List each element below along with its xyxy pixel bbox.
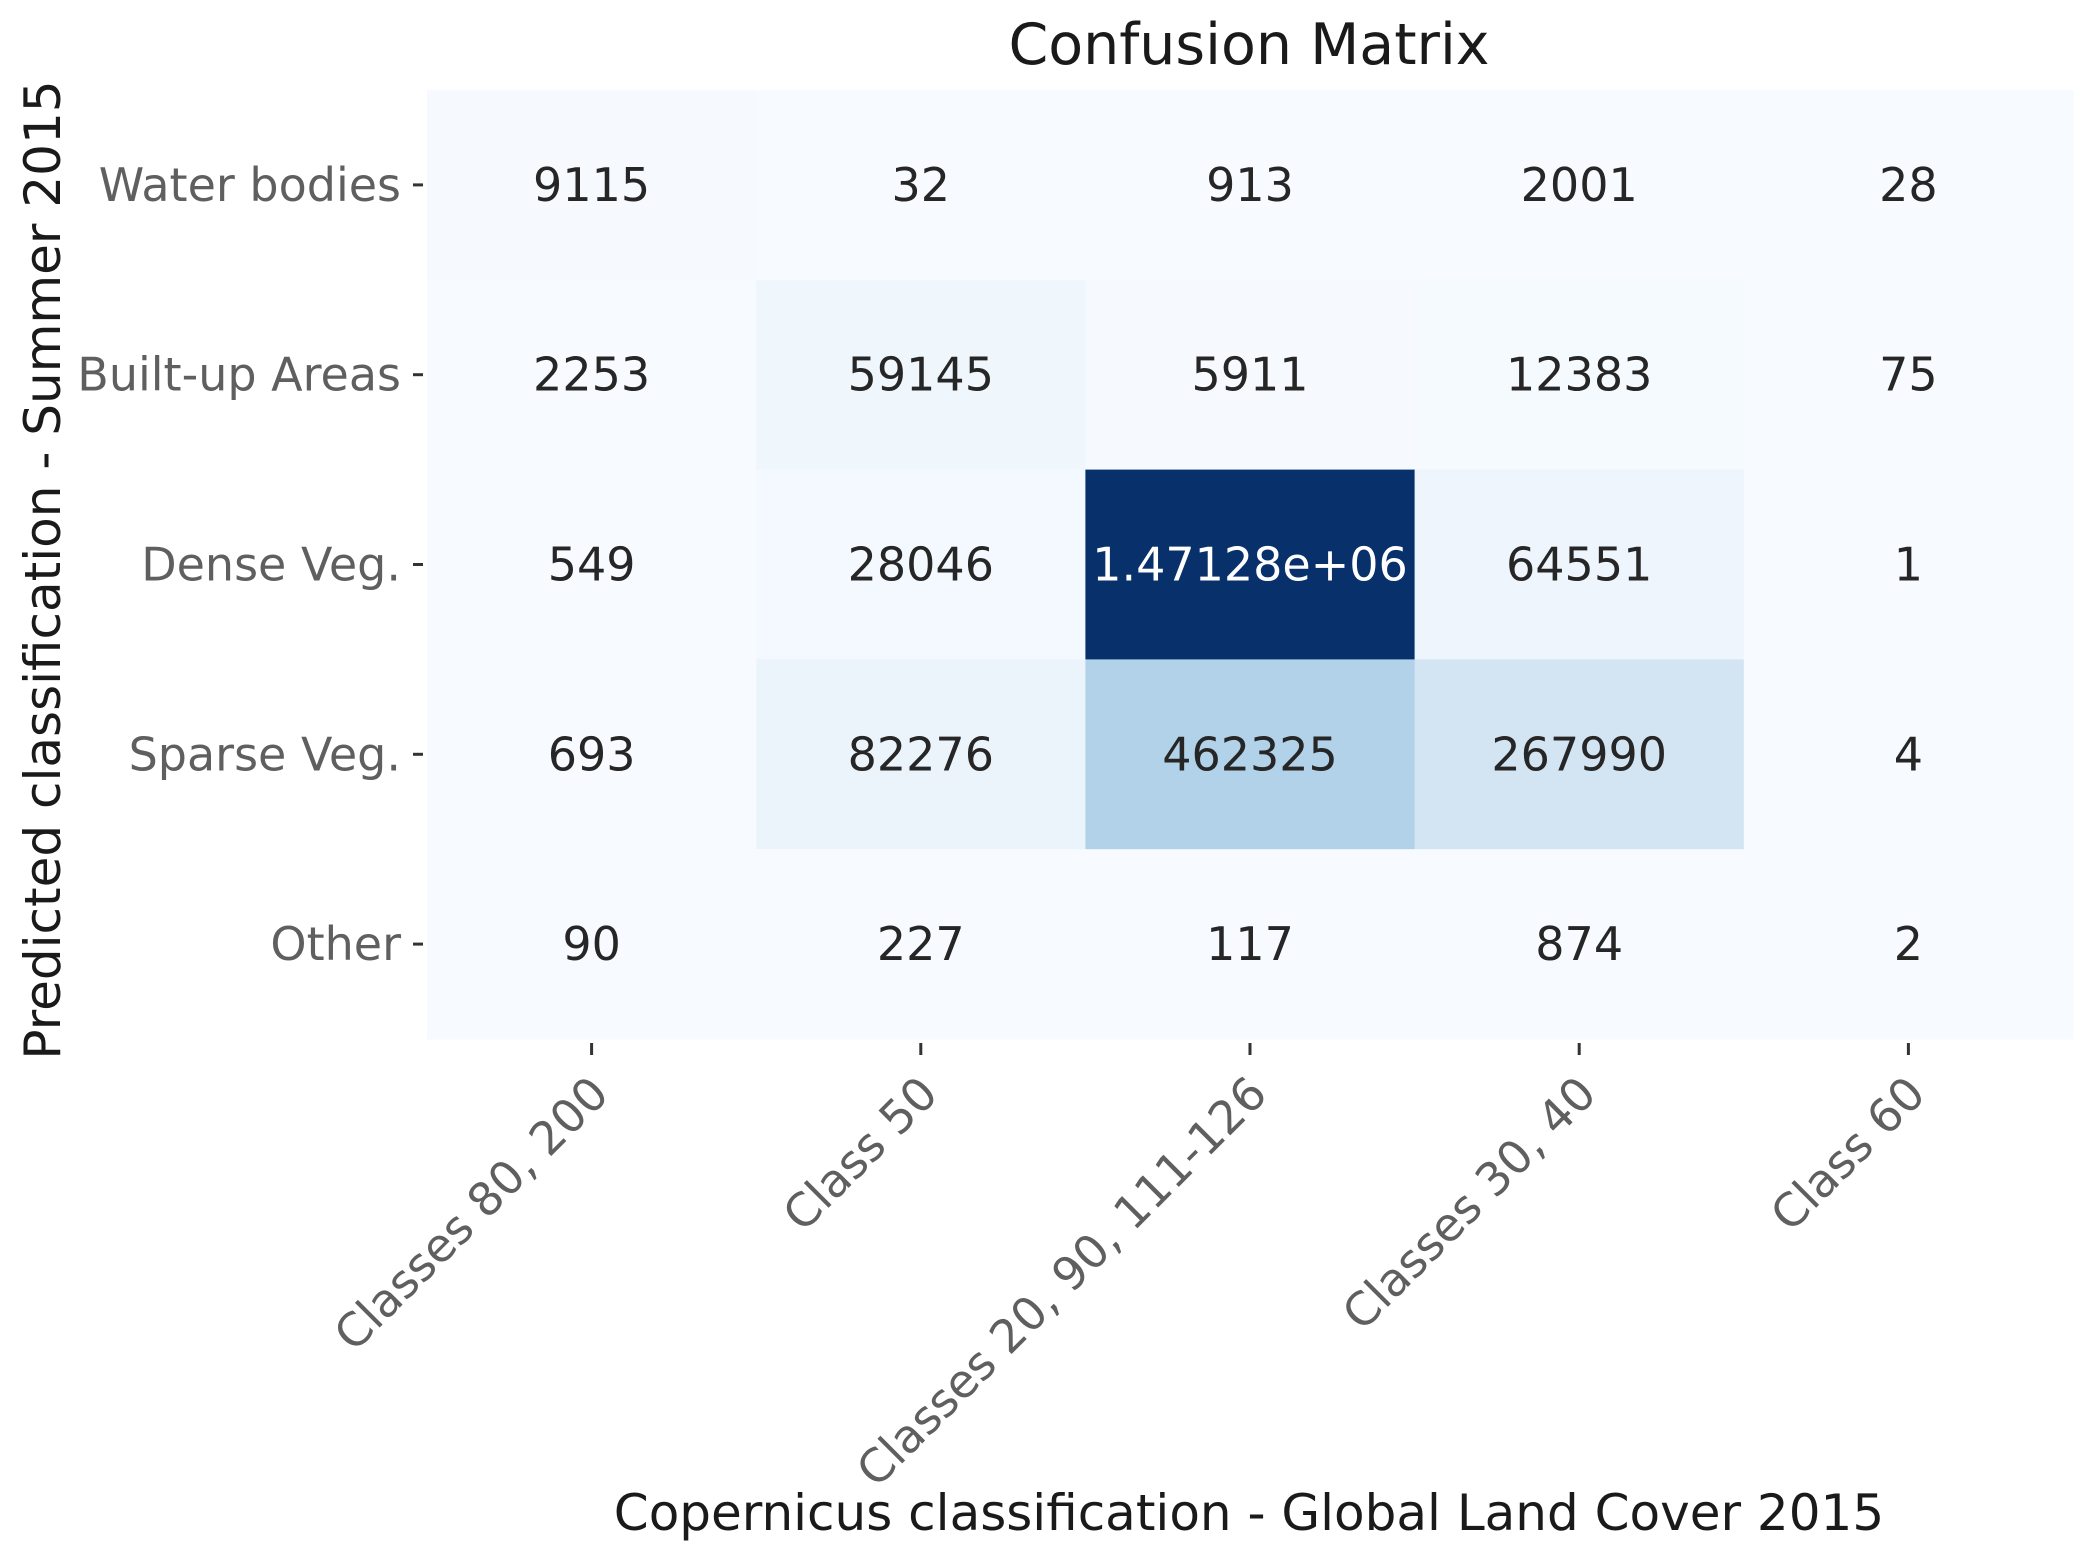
- y-tick-label: Built-up Areas: [77, 348, 401, 402]
- cell-value-label: 267990: [1491, 727, 1667, 781]
- heatmap-cell: [1743, 659, 2074, 850]
- heatmap-cell: [427, 279, 757, 471]
- heatmap-cell: [1743, 849, 2074, 1040]
- x-tick-label: Class 60: [1760, 1066, 1935, 1241]
- heatmap-cell: [756, 279, 1086, 471]
- heatmap-cell: [1414, 279, 1745, 471]
- heatmap-cell: [756, 469, 1086, 660]
- x-tick-label: Classes 80, 200: [323, 1066, 618, 1361]
- cell-value-label: 1.47128e+06: [1092, 538, 1408, 592]
- heatmap-cell: [427, 90, 757, 281]
- heatmap-cell: [1085, 849, 1416, 1040]
- heatmap-cell: [1085, 279, 1416, 471]
- heatmap-cell: [1414, 849, 1745, 1040]
- cell-value-label: 12383: [1506, 348, 1652, 402]
- cell-value-label: 28046: [848, 538, 994, 592]
- cell-value-label: 90: [562, 917, 621, 971]
- x-tick-label: Classes 30, 40: [1332, 1066, 1607, 1341]
- heatmap-cell: [1743, 90, 2074, 281]
- heatmap-cell: [1414, 90, 1745, 281]
- cell-value-label: 1: [1894, 538, 1923, 592]
- y-tick-label: Dense Veg.: [141, 538, 401, 592]
- cell-value-label: 9115: [533, 158, 650, 212]
- y-tick-label: Sparse Veg.: [129, 727, 401, 781]
- y-tick-label: Other: [270, 917, 401, 971]
- heatmap-cell: [756, 659, 1086, 850]
- heatmap-cell: [1085, 90, 1416, 281]
- cell-value-label: 462325: [1162, 727, 1338, 781]
- cell-value-label: 227: [877, 917, 965, 971]
- cell-value-label: 75: [1879, 348, 1938, 402]
- x-axis-label: Copernicus classification - Global Land …: [614, 1484, 1884, 1542]
- x-tick-label: Class 50: [772, 1066, 947, 1241]
- heatmap-cell: [1743, 279, 2074, 471]
- y-tick-label: Water bodies: [99, 158, 401, 212]
- heatmap-cell: [1085, 659, 1416, 850]
- cell-value-label: 5911: [1191, 348, 1308, 402]
- heatmap-cell: [1743, 469, 2074, 660]
- cell-value-label: 59145: [848, 348, 994, 402]
- cell-value-label: 28: [1879, 158, 1938, 212]
- heatmap-cell: [1414, 659, 1745, 850]
- cell-value-label: 2: [1894, 917, 1923, 971]
- heatmap-cell: [756, 849, 1086, 1040]
- cell-value-label: 32: [892, 158, 951, 212]
- heatmap-cell: [427, 659, 757, 850]
- cell-value-label: 2253: [533, 348, 650, 402]
- chart-title: Confusion Matrix: [1008, 12, 1489, 78]
- cell-value-label: 913: [1206, 158, 1294, 212]
- cell-value-label: 549: [548, 538, 636, 592]
- cell-value-label: 82276: [848, 727, 994, 781]
- heatmap-cell: [427, 849, 757, 1040]
- cell-value-label: 874: [1535, 917, 1623, 971]
- heatmap-cell: [1085, 469, 1416, 660]
- heatmap-cell: [1414, 469, 1745, 660]
- cell-value-label: 693: [548, 727, 636, 781]
- cell-value-label: 64551: [1506, 538, 1652, 592]
- heatmap-cell: [427, 469, 757, 660]
- y-axis-label: Predicted classification - Summer 2015: [14, 80, 72, 1059]
- cell-value-label: 2001: [1521, 158, 1638, 212]
- cell-value-label: 117: [1206, 917, 1294, 971]
- heatmap-cell: [756, 90, 1086, 281]
- cell-value-label: 4: [1894, 727, 1923, 781]
